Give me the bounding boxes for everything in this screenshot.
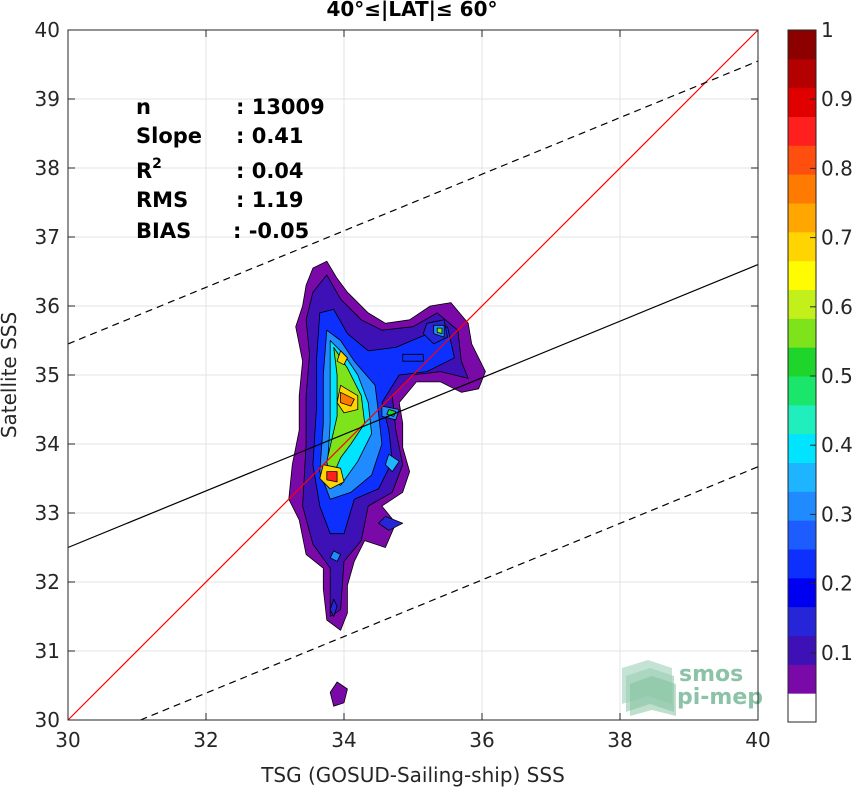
colorbar-segment xyxy=(788,549,816,579)
colorbar-segment xyxy=(788,577,816,608)
colorbar-segment xyxy=(788,174,816,204)
density-contours xyxy=(288,260,486,707)
colorbar: 0.1 0.2 0.3 0.4 0.5 0.6 0.7 0.8 0.9 1 xyxy=(787,18,853,723)
colorbar-segment xyxy=(788,87,816,117)
fit-upper-line xyxy=(67,60,759,345)
y-tick-label: 31 xyxy=(35,639,60,663)
y-axis-title: Satellite SSS xyxy=(0,312,21,438)
colorbar-segment xyxy=(788,289,816,319)
colorbar-tick-label: 1 xyxy=(821,18,834,42)
x-tick-label: 38 xyxy=(607,728,632,752)
stat-bias-label: BIAS xyxy=(136,219,191,243)
density-contour xyxy=(378,516,404,531)
one-to-one-line xyxy=(67,29,759,721)
colorbar-segment xyxy=(788,664,816,694)
stat-bias-value: : -0.05 xyxy=(233,219,309,243)
y-tick-label: 39 xyxy=(35,87,60,111)
density-contour xyxy=(340,391,355,407)
colorbar-tick-label: 0.4 xyxy=(821,433,853,457)
colorbar-tick-label: 0.7 xyxy=(821,226,853,250)
colorbar-segment xyxy=(788,606,816,636)
stat-n-value: : 13009 xyxy=(236,95,325,119)
x-tick-label: 32 xyxy=(193,728,218,752)
y-tick-label: 33 xyxy=(35,501,60,525)
density-contour xyxy=(386,409,397,417)
regression-lines xyxy=(67,29,759,721)
colorbar-segment xyxy=(788,635,816,665)
colorbar-segment xyxy=(788,462,816,492)
logo-text-smos: smos xyxy=(679,662,743,687)
density-contour xyxy=(329,550,341,562)
logo-waves-icon xyxy=(622,660,676,716)
density-contour xyxy=(326,471,338,483)
density-contour xyxy=(402,353,424,362)
colorbar-tick-label: 0.3 xyxy=(821,502,853,526)
colorbar-tick-label: 0.5 xyxy=(821,364,853,388)
density-contour xyxy=(336,350,348,366)
fit-lower-line xyxy=(140,466,759,721)
colorbar-segment xyxy=(788,30,816,60)
stats-box: n : 13009 Slope : 0.41 R2 : 0.04 RMS : 1… xyxy=(136,95,325,243)
colorbar-segment xyxy=(788,693,816,723)
colorbar-segment xyxy=(788,58,816,89)
density-contour xyxy=(329,681,348,707)
y-tick-label: 36 xyxy=(35,294,60,318)
stat-slope-label: Slope xyxy=(136,124,202,148)
stat-rms-label: RMS xyxy=(136,188,188,212)
colorbar-tick-label: 0.9 xyxy=(821,87,853,111)
colorbar-segment xyxy=(788,203,816,233)
x-tick-label: 30 xyxy=(55,728,80,752)
axis-ticks: 30 32 34 36 38 40 30 31 32 33 34 35 36 37 38 39 40 xyxy=(35,18,771,752)
stat-n-label: n xyxy=(136,95,151,119)
density-contour xyxy=(329,598,338,617)
colorbar-segment xyxy=(788,318,816,348)
stat-r2-sup: 2 xyxy=(152,156,162,172)
stat-rms-value: : 1.19 xyxy=(236,188,304,212)
colorbar-segment xyxy=(788,404,816,435)
stat-r2-base: R xyxy=(136,159,152,183)
y-tick-label: 38 xyxy=(35,156,60,180)
colorbar-tick-label: 0.6 xyxy=(821,295,853,319)
colorbar-segment xyxy=(788,116,816,146)
x-tick-label: 34 xyxy=(331,728,356,752)
chart-title: 40°≤|LAT|≤ 60° xyxy=(326,0,497,21)
y-tick-label: 35 xyxy=(35,363,60,387)
colorbar-segment xyxy=(788,433,816,463)
smos-pimep-logo: smos pi-mep xyxy=(622,660,763,716)
colorbar-segment xyxy=(788,231,816,262)
y-tick-label: 32 xyxy=(35,570,60,594)
colorbar-segment xyxy=(788,376,816,406)
stat-r2-label: R2 xyxy=(136,156,162,183)
x-axis-title: TSG (GOSUD-Sailing-ship) SSS xyxy=(260,763,565,787)
colorbar-tick-label: 0.2 xyxy=(821,572,853,596)
colorbar-segment xyxy=(788,520,816,550)
fit-line xyxy=(67,264,759,549)
y-tick-label: 34 xyxy=(35,432,60,456)
stat-r2-value: : 0.04 xyxy=(236,159,304,183)
density-contour xyxy=(385,453,400,472)
colorbar-segment xyxy=(788,260,816,290)
colorbar-segment xyxy=(788,347,816,377)
density-contour xyxy=(436,327,443,334)
x-tick-label: 40 xyxy=(745,728,770,752)
colorbar-segment xyxy=(788,145,816,175)
stat-slope-value: : 0.41 xyxy=(236,124,304,148)
logo-text-pimep: pi-mep xyxy=(677,685,763,710)
y-tick-label: 30 xyxy=(35,708,60,732)
y-tick-label: 37 xyxy=(35,225,60,249)
y-tick-label: 40 xyxy=(35,18,60,42)
colorbar-segment xyxy=(788,491,816,521)
colorbar-tick-label: 0.8 xyxy=(821,156,853,180)
x-tick-label: 36 xyxy=(469,728,494,752)
colorbar-tick-label: 0.1 xyxy=(821,641,853,665)
